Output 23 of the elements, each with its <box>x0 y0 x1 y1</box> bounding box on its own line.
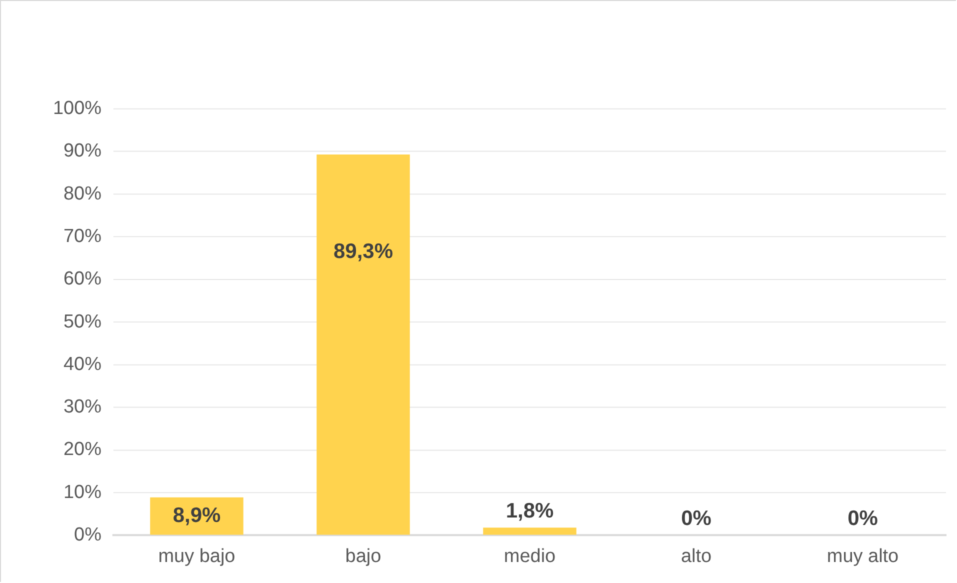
y-tick-label: 20% <box>64 439 102 460</box>
y-tick-label: 80% <box>64 183 102 204</box>
x-tick-label: bajo <box>345 546 382 567</box>
y-tick-label: 100% <box>52 98 102 120</box>
y-tick-label: 90% <box>64 140 102 162</box>
bar <box>316 154 410 535</box>
data-label: 0% <box>848 507 878 530</box>
x-tick-label: muy bajo <box>158 546 236 567</box>
y-tick-label: 70% <box>64 226 102 247</box>
x-tick-label: medio <box>504 546 556 567</box>
y-tick-label: 50% <box>64 311 102 332</box>
y-tick-label: 0% <box>74 524 102 546</box>
y-tick-label: 10% <box>64 482 102 503</box>
data-label: 0% <box>681 507 712 530</box>
x-tick-label: alto <box>680 546 712 567</box>
data-label: 1,8% <box>506 499 554 522</box>
bar <box>483 528 576 535</box>
y-tick-label: 30% <box>64 396 102 418</box>
data-label: 89,3% <box>333 240 394 264</box>
data-label: 8,9% <box>172 504 221 527</box>
y-tick-label: 40% <box>64 354 102 375</box>
x-tick-label: muy alto <box>826 546 899 567</box>
y-tick-label: 60% <box>64 268 102 290</box>
